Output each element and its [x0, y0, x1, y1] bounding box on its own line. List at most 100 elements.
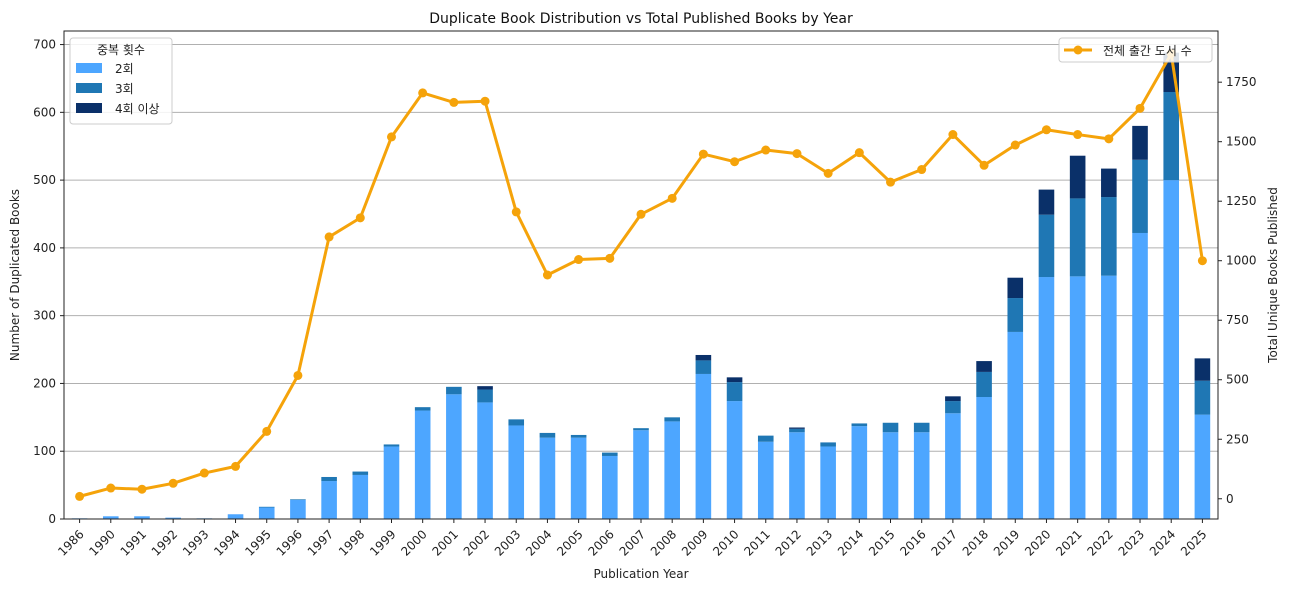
line-point — [574, 255, 584, 265]
line-point — [262, 426, 272, 436]
bar-segment — [383, 446, 400, 519]
bar-segment — [820, 446, 836, 519]
x-tick-label: 2013 — [804, 527, 835, 558]
x-tick-label: 2002 — [461, 527, 492, 558]
x-tick-label: 2004 — [523, 527, 554, 558]
x-tick-label: 2011 — [741, 527, 772, 558]
bar-segment — [383, 444, 400, 447]
x-tick-label: 1990 — [86, 527, 117, 558]
x-tick-label: 1992 — [149, 527, 180, 558]
line-point — [854, 148, 864, 158]
line-point — [480, 96, 490, 106]
bar-segment — [1194, 414, 1211, 519]
bar-segment — [1007, 298, 1024, 332]
bar-segment — [882, 422, 899, 433]
bar-segment — [570, 437, 587, 519]
x-tick-label: 2025 — [1178, 527, 1209, 558]
bar-segment — [102, 516, 119, 519]
line-point — [355, 213, 365, 223]
bar-segment — [1007, 331, 1024, 519]
bar-segment — [1069, 198, 1086, 277]
bar-segment — [477, 402, 493, 519]
bar-segment — [258, 507, 275, 519]
bar-segment — [976, 361, 992, 372]
x-tick-label: 2018 — [960, 527, 991, 558]
bar-segment — [1069, 276, 1086, 519]
bar-segment — [913, 432, 930, 519]
y-tick-label: 400 — [33, 241, 56, 255]
bar-segment — [1132, 125, 1148, 160]
legend-swatch-4plus — [76, 103, 102, 113]
line-point — [542, 270, 552, 280]
line-point — [324, 232, 334, 242]
bar-segment — [477, 386, 493, 390]
y-tick-label: 0 — [48, 512, 56, 526]
bar-segment — [1101, 168, 1117, 198]
grid-layer — [64, 44, 1218, 452]
bar-segment — [1194, 358, 1211, 381]
x-tick-label: 1986 — [55, 527, 86, 558]
bar-segment — [227, 514, 244, 519]
line-point — [511, 207, 521, 217]
bar-segment — [1163, 180, 1180, 519]
line-point — [199, 468, 209, 478]
x-tick-label: 2000 — [398, 527, 429, 558]
bar-segment — [945, 413, 961, 519]
line-point — [137, 484, 147, 494]
bar-segment — [539, 432, 556, 438]
bar-segment — [446, 386, 462, 395]
bar-segment — [820, 442, 836, 447]
bar-segment — [352, 471, 369, 475]
x-axis-title: Publication Year — [593, 567, 688, 581]
bar-segment — [695, 360, 712, 374]
x-tick-label: 1993 — [180, 527, 211, 558]
bar-segment — [258, 506, 275, 508]
bar-segment — [352, 474, 369, 519]
x-tick-label: 2024 — [1147, 527, 1178, 558]
line-legend: 전체 출간 도서 수 — [1058, 37, 1213, 63]
x-tick-label: 2001 — [429, 527, 460, 558]
line-point — [792, 149, 802, 159]
bar-segment — [913, 422, 930, 433]
bar-segment — [414, 407, 431, 411]
bar-segment — [726, 401, 743, 519]
x-tick-label: 1999 — [367, 527, 398, 558]
x-tick-label: 2010 — [710, 527, 741, 558]
x-tick-label: 2020 — [1022, 527, 1053, 558]
x-tick-label: 1997 — [305, 527, 336, 558]
line-point — [1135, 103, 1145, 113]
bar-segment — [508, 419, 525, 426]
line-point — [75, 491, 85, 501]
y2-tick-label: 0 — [1226, 492, 1234, 506]
y2-axis-title: Total Unique Books Published — [1266, 187, 1280, 364]
bar-segment — [165, 517, 181, 519]
bar-segment — [789, 427, 805, 429]
y2-tick-label: 1750 — [1226, 75, 1257, 89]
bar-segment — [789, 428, 805, 433]
line-point — [1073, 130, 1083, 140]
bar-segment — [321, 481, 337, 519]
line-legend-marker — [1073, 45, 1083, 55]
y2-tick-label: 1500 — [1226, 135, 1257, 149]
line-point — [761, 145, 771, 155]
y-axis-title: Number of Duplicated Books — [8, 189, 22, 361]
bar-segment — [1101, 197, 1117, 276]
line-legend-frame — [1058, 37, 1213, 63]
x-tick-label: 2023 — [1116, 527, 1147, 558]
line-point — [1197, 256, 1207, 266]
y-tick-label: 200 — [33, 376, 56, 390]
x-tick-label: 1994 — [211, 527, 242, 558]
x-tick-label: 2009 — [679, 527, 710, 558]
bar-segment — [477, 389, 493, 403]
x-tick-label: 2008 — [648, 527, 679, 558]
bar-segment — [976, 371, 992, 397]
bar-segment — [633, 430, 649, 519]
line-point — [698, 149, 708, 159]
x-tick-label: 2006 — [585, 527, 616, 558]
bar-segment — [290, 500, 306, 519]
line-point — [231, 461, 241, 471]
bar-segment — [851, 426, 868, 519]
x-tick-label: 2016 — [897, 527, 928, 558]
bar-segment — [1038, 189, 1055, 215]
x-tick-label: 1991 — [118, 527, 149, 558]
